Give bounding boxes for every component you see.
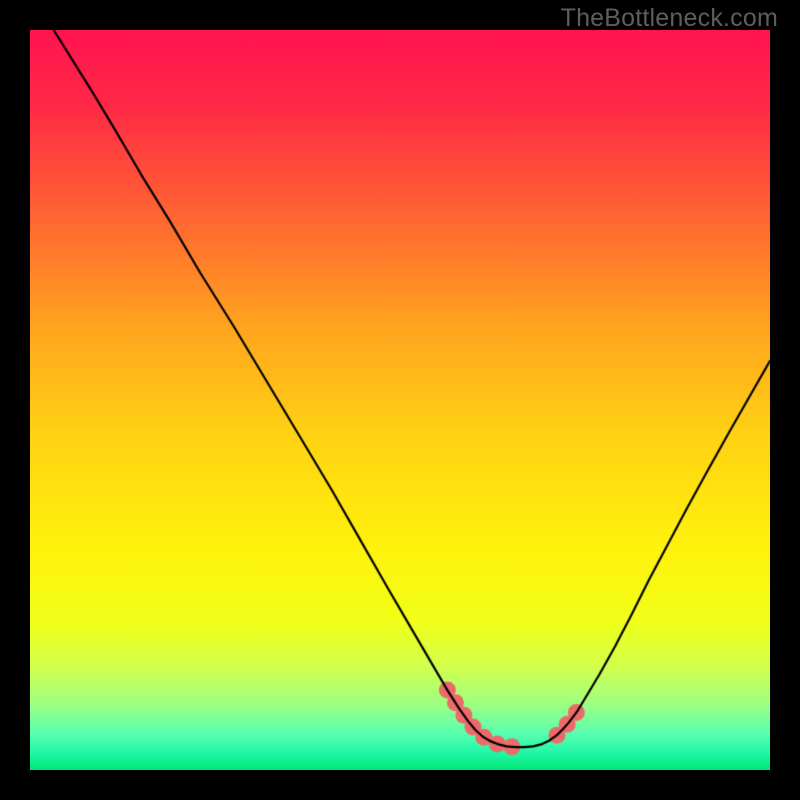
watermark-text: TheBottleneck.com (561, 4, 778, 33)
chart-stage: TheBottleneck.com (0, 0, 800, 800)
chart-curve-canvas (0, 0, 800, 800)
